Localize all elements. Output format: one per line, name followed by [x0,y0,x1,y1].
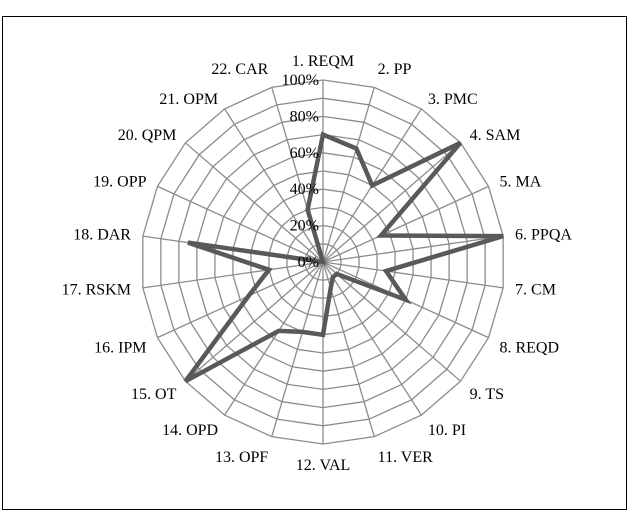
spoke-15 [185,261,324,382]
category-label-20: 20. QPM [118,127,177,144]
tick-label-60: 60% [290,145,319,162]
tick-label-80: 80% [290,108,319,125]
category-label-14: 14. OPD [162,422,218,439]
tick-label-0: 0% [298,254,319,271]
category-label-11: 11. VER [378,449,433,466]
category-label-19: 19. OPP [93,173,146,190]
radar-series [183,131,504,384]
category-label-9: 9. TS [470,386,504,403]
spoke-7 [322,261,504,289]
category-label-6: 6. PPQA [515,226,572,243]
category-label-21: 21. OPM [159,91,218,108]
spoke-2 [322,87,375,263]
category-label-16: 16. IPM [94,340,146,357]
category-label-22: 22. CAR [211,61,268,78]
radial-tick-labels: 0% 20% 40% 60% 80% 100% [282,72,319,271]
category-label-8: 8. REQD [499,340,559,357]
category-labels: 1. REQM 2. PP 3. PMC 4. SAM 5. MA 6. PPQA 7. C… [62,53,573,474]
category-label-12: 12. VAL [296,457,351,474]
spoke-9 [322,261,461,382]
category-label-5: 5. MA [499,173,541,190]
category-label-4: 4. SAM [470,127,521,144]
category-label-13: 13. OPF [215,449,268,466]
category-label-2: 2. PP [378,61,412,78]
spoke-4 [322,142,461,263]
category-label-17: 17. RSKM [62,282,131,299]
category-label-18: 18. DAR [73,226,131,243]
tick-label-100: 100% [282,72,319,89]
spoke-19 [157,185,324,263]
tick-label-20: 20% [290,218,319,235]
spoke-16 [157,261,324,339]
spoke-21 [224,108,324,263]
spoke-10 [322,261,422,416]
spoke-20 [185,142,324,263]
category-label-7: 7. CM [515,282,556,299]
category-label-3: 3. PMC [428,91,478,108]
category-label-15: 15. OT [131,386,177,403]
category-label-1: 1. REQM [292,53,354,70]
category-label-10: 10. PI [428,422,466,439]
chart-frame: 0% 20% 40% 60% 80% 100% 1. REQM 2. PP 3. PMC 4. … [2,16,627,510]
spoke-17 [142,261,324,289]
tick-label-40: 40% [290,181,319,198]
spoke-6 [322,235,504,263]
radar-chart: 0% 20% 40% 60% 80% 100% 1. REQM 2. PP 3. PMC 4. … [62,53,573,474]
spoke-14 [224,261,324,416]
spoke-5 [322,185,489,263]
spoke-13 [271,261,324,437]
series-line-1 [183,131,504,384]
